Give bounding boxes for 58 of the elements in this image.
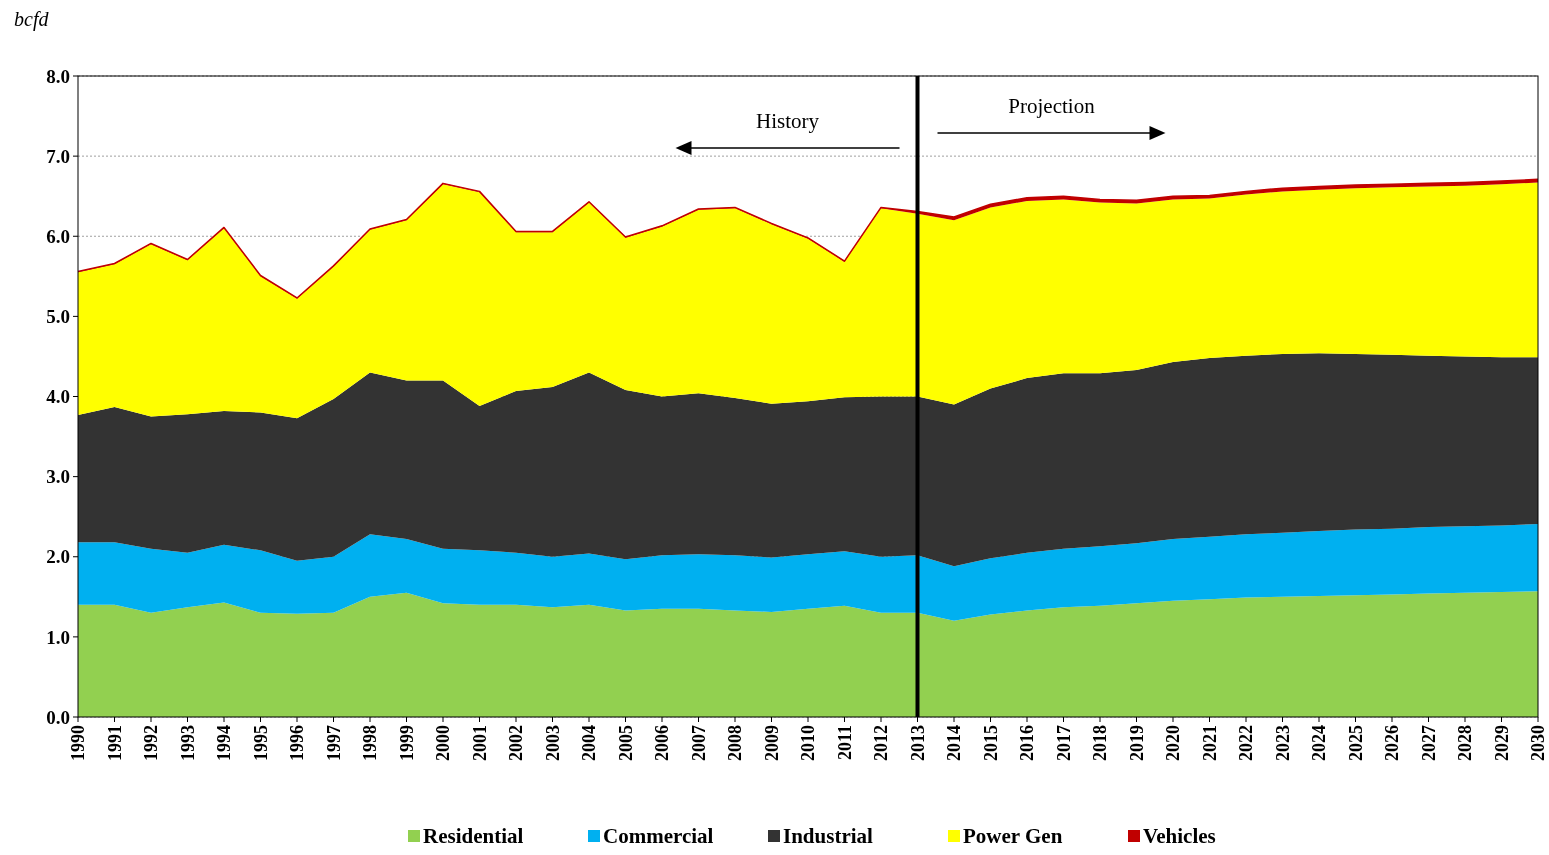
x-tick-label: 2016	[1017, 725, 1038, 761]
x-tick-label: 2000	[433, 725, 454, 761]
x-tick-label: 2027	[1418, 725, 1439, 761]
y-tick-label: 0.0	[46, 706, 70, 728]
x-tick-label: 1997	[323, 725, 344, 761]
x-tick-label: 2018	[1090, 725, 1111, 761]
x-tick-label: 2021	[1199, 725, 1220, 761]
x-tick-label: 2024	[1309, 725, 1330, 761]
x-tick-label: 1995	[250, 725, 271, 761]
x-tick-label: 2005	[615, 725, 636, 761]
annotation: Projection	[1008, 94, 1096, 118]
legend-label: Residential	[423, 824, 524, 848]
y-tick-label: 6.0	[46, 225, 70, 247]
x-tick-label: 2002	[506, 725, 527, 761]
x-tick-label: 2009	[761, 725, 782, 761]
x-tick-label: 2030	[1528, 725, 1549, 761]
y-tick-label: 3.0	[46, 466, 70, 488]
x-tick-label: 2010	[798, 725, 819, 761]
y-axis-title: bcfd	[14, 8, 50, 31]
x-tick-label: 2006	[652, 725, 673, 761]
x-tick-label: 2011	[834, 725, 855, 761]
y-tick-label: 4.0	[46, 386, 70, 408]
x-tick-label: 2014	[944, 725, 965, 761]
legend-label: Commercial	[603, 824, 714, 848]
x-tick-label: 2019	[1126, 725, 1147, 761]
legend-label: Vehicles	[1143, 824, 1216, 848]
x-tick-label: 2012	[871, 725, 892, 761]
x-tick-label: 2020	[1163, 725, 1184, 761]
y-tick-label: 2.0	[46, 546, 70, 568]
legend-label: Power Gen	[963, 824, 1063, 848]
annotation: History	[756, 109, 820, 133]
x-tick-label: 2015	[980, 725, 1001, 761]
x-tick-label: 2022	[1236, 725, 1257, 761]
x-tick-label: 2001	[469, 725, 490, 761]
x-tick-label: 1991	[104, 725, 125, 761]
x-tick-label: 2008	[725, 725, 746, 761]
x-tick-label: 2025	[1345, 725, 1366, 761]
x-tick-label: 1998	[360, 725, 381, 761]
x-tick-label: 2007	[688, 725, 709, 761]
y-tick-label: 5.0	[46, 306, 70, 328]
x-tick-label: 2029	[1491, 725, 1512, 761]
x-tick-label: 2017	[1053, 725, 1074, 761]
x-tick-label: 2003	[542, 725, 563, 761]
y-tick-label: 8.0	[46, 65, 70, 87]
y-tick-label: 1.0	[46, 626, 70, 648]
x-tick-label: 1990	[68, 725, 89, 761]
x-tick-label: 2013	[907, 725, 928, 761]
x-tick-label: 1992	[141, 725, 162, 761]
x-tick-label: 1994	[214, 725, 235, 761]
x-tick-label: 1993	[177, 725, 198, 761]
x-tick-label: 1996	[287, 725, 308, 761]
x-tick-label: 2004	[579, 725, 600, 761]
x-tick-label: 2028	[1455, 725, 1476, 761]
x-tick-label: 1999	[396, 725, 417, 761]
legend-label: Industrial	[783, 824, 874, 848]
y-tick-label: 7.0	[46, 145, 70, 167]
x-tick-label: 2023	[1272, 725, 1293, 761]
x-tick-label: 2026	[1382, 725, 1403, 761]
